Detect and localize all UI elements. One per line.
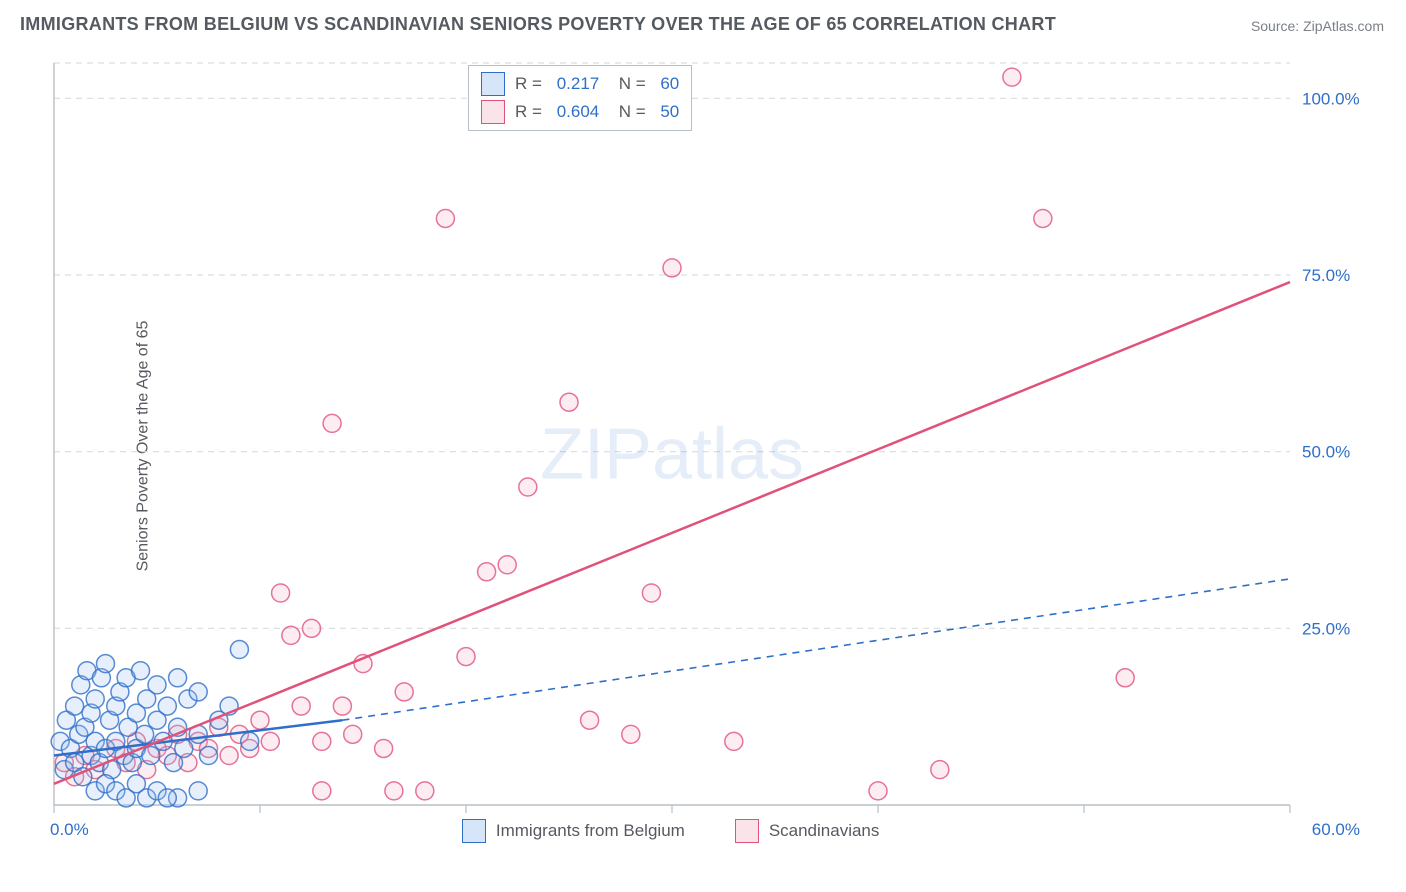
watermark-text: ZIPatlas	[540, 415, 804, 495]
legend-series-label: Scandinavians	[769, 821, 880, 841]
source-attribution: Source: ZipAtlas.com	[1251, 18, 1384, 34]
legend-n-label: N =	[609, 74, 645, 94]
legend-n-label: N =	[609, 102, 645, 122]
chart-plot-area: 25.0% 50.0% 75.0% 100.0% 0.0% 60.0% ZIPatlas R…	[50, 55, 1380, 845]
legend-swatch	[481, 100, 505, 124]
legend-row: R = 0.217 N = 60	[477, 70, 683, 98]
svg-text:50.0%: 50.0%	[1302, 443, 1350, 462]
svg-text:0.0%: 0.0%	[50, 820, 89, 839]
legend-swatch	[462, 819, 486, 843]
legend-n-value: 50	[656, 102, 680, 122]
source-label: Source:	[1251, 18, 1299, 34]
svg-text:100.0%: 100.0%	[1302, 89, 1360, 108]
series-legend: Immigrants from Belgium Scandinavians	[462, 819, 920, 843]
svg-text:25.0%: 25.0%	[1302, 619, 1350, 638]
chart-title: IMMIGRANTS FROM BELGIUM VS SCANDINAVIAN …	[20, 14, 1056, 35]
legend-r-label: R =	[515, 74, 542, 94]
legend-row: R = 0.604 N = 50	[477, 98, 683, 126]
correlation-legend: R = 0.217 N = 60R = 0.604 N = 50	[468, 65, 692, 131]
legend-n-value: 60	[656, 74, 680, 94]
legend-r-value: 0.604	[552, 102, 599, 122]
legend-r-label: R =	[515, 102, 542, 122]
svg-text:60.0%: 60.0%	[1312, 820, 1360, 839]
chart-svg: 25.0% 50.0% 75.0% 100.0% 0.0% 60.0% ZIPatlas	[50, 55, 1380, 845]
svg-text:75.0%: 75.0%	[1302, 266, 1350, 285]
legend-swatch	[481, 72, 505, 96]
source-name: ZipAtlas.com	[1303, 18, 1384, 34]
legend-swatch	[735, 819, 759, 843]
legend-series-label: Immigrants from Belgium	[496, 821, 685, 841]
legend-r-value: 0.217	[552, 74, 599, 94]
